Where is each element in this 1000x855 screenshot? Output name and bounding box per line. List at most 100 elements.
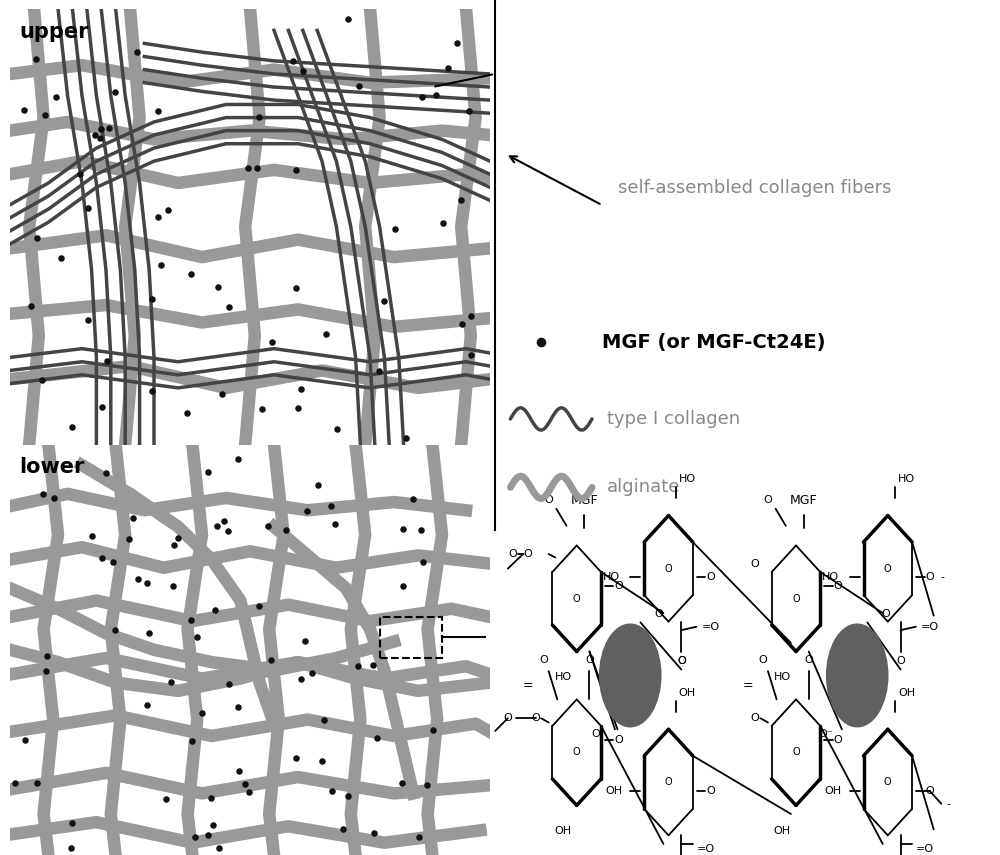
Point xyxy=(230,451,246,465)
Text: O: O xyxy=(544,495,553,505)
Point xyxy=(254,402,270,416)
Point xyxy=(290,402,306,416)
Text: O: O xyxy=(764,495,772,505)
Point xyxy=(98,466,114,480)
Text: O: O xyxy=(706,786,715,796)
Text: type I collagen: type I collagen xyxy=(607,410,740,428)
Text: OH: OH xyxy=(898,687,915,698)
Point xyxy=(263,652,279,666)
Point xyxy=(411,829,427,843)
Text: upper: upper xyxy=(20,21,89,42)
Text: OH: OH xyxy=(825,786,842,796)
Point xyxy=(105,556,121,569)
Point xyxy=(53,251,69,264)
Point xyxy=(366,826,382,840)
Point xyxy=(454,317,470,331)
Text: self-assembled collagen fibers: self-assembled collagen fibers xyxy=(618,179,891,198)
Point xyxy=(340,12,356,26)
Text: O: O xyxy=(665,777,672,787)
Text: O: O xyxy=(792,593,800,604)
Point xyxy=(221,300,237,314)
Point xyxy=(237,777,253,791)
Point xyxy=(324,784,340,798)
Text: O: O xyxy=(665,563,672,574)
Point xyxy=(150,103,166,117)
Point xyxy=(533,335,549,349)
Text: O: O xyxy=(614,734,623,745)
Text: O: O xyxy=(585,655,594,665)
Point xyxy=(99,354,115,368)
Point xyxy=(139,699,155,712)
Point xyxy=(398,431,414,445)
Point xyxy=(170,531,186,545)
Point xyxy=(63,840,79,854)
Text: =O: =O xyxy=(921,622,939,632)
Point xyxy=(94,400,110,414)
Point xyxy=(351,80,367,93)
Point xyxy=(93,122,109,136)
Text: O: O xyxy=(677,656,686,666)
Point xyxy=(220,524,236,538)
Point xyxy=(395,522,411,536)
Text: O: O xyxy=(509,549,517,559)
Point xyxy=(179,406,195,420)
Text: O: O xyxy=(706,572,715,582)
Text: alginate: alginate xyxy=(607,478,681,497)
Point xyxy=(318,327,334,340)
Text: OH: OH xyxy=(605,786,623,796)
Text: =O: =O xyxy=(697,844,715,854)
Text: O: O xyxy=(925,572,934,582)
Point xyxy=(163,675,179,689)
Point xyxy=(37,109,53,122)
Point xyxy=(327,517,343,531)
Text: MGF (or MGF-Ct24E): MGF (or MGF-Ct24E) xyxy=(602,333,826,351)
Point xyxy=(371,364,387,378)
Point xyxy=(84,529,100,543)
Point xyxy=(80,313,96,327)
Point xyxy=(160,203,176,216)
Text: O: O xyxy=(833,734,842,745)
Text: O: O xyxy=(758,655,767,665)
Point xyxy=(395,579,411,593)
Text: Ca²⁺: Ca²⁺ xyxy=(842,669,872,682)
Point xyxy=(38,663,54,677)
Point xyxy=(23,299,39,313)
Point xyxy=(153,258,169,272)
Point xyxy=(141,627,157,640)
Text: =: = xyxy=(742,679,753,693)
Point xyxy=(129,45,145,59)
Point xyxy=(249,161,265,174)
Text: O: O xyxy=(573,747,581,758)
Point xyxy=(221,677,237,691)
Text: -: - xyxy=(941,572,945,582)
Point xyxy=(183,268,199,281)
Point xyxy=(87,128,103,142)
Point xyxy=(16,103,32,117)
Point xyxy=(394,775,410,789)
Point xyxy=(184,734,200,747)
Point xyxy=(428,88,444,102)
Point xyxy=(435,216,451,230)
Point xyxy=(64,817,80,830)
Point xyxy=(278,523,294,537)
Point xyxy=(316,714,332,728)
Point xyxy=(107,623,123,637)
Point xyxy=(453,193,469,207)
Text: O: O xyxy=(532,713,540,723)
Text: HO: HO xyxy=(679,474,696,484)
Point xyxy=(463,310,479,323)
Point xyxy=(35,487,51,501)
Point xyxy=(350,659,366,673)
Text: O: O xyxy=(896,656,905,666)
Point xyxy=(251,599,267,613)
Point xyxy=(94,551,110,565)
Text: MGF: MGF xyxy=(790,493,817,507)
Point xyxy=(7,776,23,790)
Point xyxy=(187,830,203,844)
Text: HO: HO xyxy=(898,474,915,484)
Point xyxy=(461,104,477,118)
Point xyxy=(329,422,345,436)
Point xyxy=(29,232,45,245)
Point xyxy=(203,791,219,805)
Point xyxy=(80,202,96,215)
